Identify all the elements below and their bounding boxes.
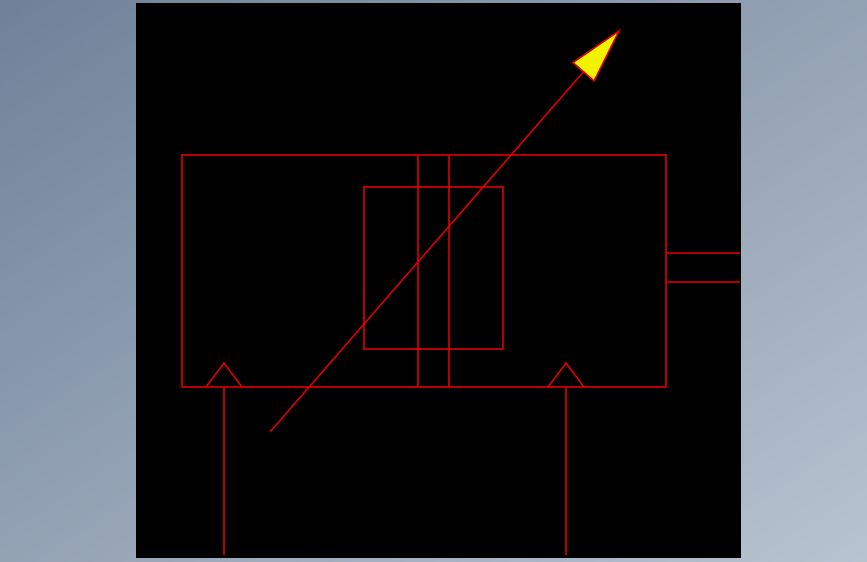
schematic-drawing: [0, 0, 867, 562]
drawing-panel: [136, 3, 741, 558]
cad-viewport: [0, 0, 867, 562]
